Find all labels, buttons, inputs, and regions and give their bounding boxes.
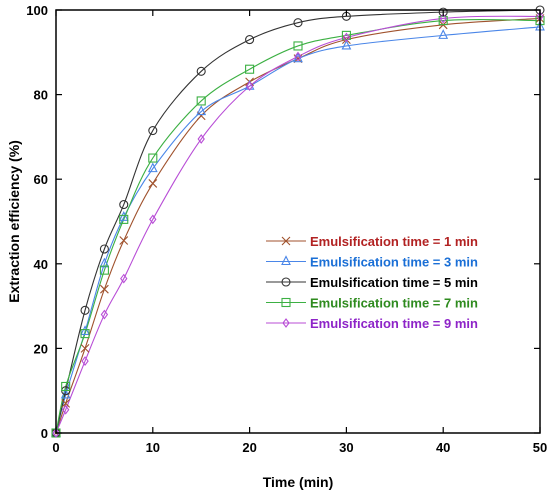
legend-marker	[281, 297, 291, 308]
data-point	[293, 18, 303, 28]
data-point	[196, 96, 206, 106]
plot-frame	[55, 9, 541, 434]
data-point	[80, 325, 90, 336]
data-point	[147, 162, 158, 173]
y-axis-label: Extraction efficiency (%)	[6, 140, 22, 303]
y-tick-label: 40	[34, 257, 48, 272]
legend-marker	[281, 255, 291, 266]
data-point	[52, 428, 60, 438]
data-point	[293, 41, 303, 51]
legend-marker	[281, 277, 291, 287]
data-point	[100, 309, 109, 320]
data-point	[119, 236, 129, 245]
legend-marker	[282, 318, 290, 328]
y-tick-label: 100	[26, 3, 48, 18]
data-point	[245, 81, 254, 92]
legend: Emulsification time = 1 min Emulsificatio…	[266, 234, 478, 331]
y-tick-label: 0	[41, 426, 48, 441]
data-point	[438, 16, 448, 26]
y-tick-label: 80	[34, 88, 48, 103]
data-point	[119, 200, 129, 210]
series-markers	[51, 5, 545, 438]
data-point	[99, 244, 109, 254]
data-point	[80, 344, 90, 353]
x-tick-label: 40	[436, 440, 450, 455]
legend-label: Emulsification time = 7 min	[310, 296, 478, 311]
y-tick-label: 60	[34, 172, 48, 187]
data-point	[61, 381, 71, 392]
legend-label: Emulsification time = 1 min	[310, 234, 478, 249]
data-point	[197, 134, 205, 144]
data-point	[342, 32, 351, 43]
data-point	[438, 29, 449, 39]
x-axis-ticks: 0 10 20 30 40 50	[52, 10, 547, 455]
y-tick-label: 20	[34, 341, 48, 356]
data-point	[100, 284, 109, 294]
data-point	[196, 66, 206, 76]
legend-item-4: Emulsification time = 7 min	[266, 296, 478, 311]
x-tick-label: 10	[146, 440, 160, 455]
x-axis-label: Time (min)	[263, 474, 334, 490]
legend-item-1: Emulsification time = 1 min	[266, 234, 478, 249]
data-point	[61, 404, 70, 415]
data-point	[99, 257, 110, 268]
legend-item-2: Emulsification time = 3 min	[266, 255, 478, 270]
legend-label: Emulsification time = 9 min	[310, 316, 478, 331]
series-line-3	[55, 9, 541, 434]
legend-marker	[281, 236, 291, 246]
data-point	[149, 214, 157, 225]
y-axis-ticks: 0 20 40 60 80 100	[26, 3, 540, 441]
legend-item-3: Emulsification time = 5 min	[266, 275, 478, 290]
x-tick-label: 0	[52, 440, 59, 455]
data-point	[120, 273, 128, 284]
data-point	[61, 399, 71, 408]
data-point	[81, 356, 89, 367]
data-point	[118, 211, 129, 221]
data-point	[196, 111, 206, 121]
data-point	[294, 51, 302, 62]
legend-label: Emulsification time = 5 min	[310, 275, 478, 290]
data-point	[99, 265, 109, 275]
data-point	[148, 126, 158, 136]
legend-item-5: Emulsification time = 9 min	[266, 316, 478, 331]
data-point	[80, 329, 90, 339]
data-point	[148, 179, 158, 188]
data-point	[196, 105, 207, 116]
data-point	[341, 30, 351, 40]
x-tick-label: 20	[242, 440, 256, 455]
data-point	[148, 153, 158, 163]
x-tick-label: 30	[339, 440, 353, 455]
data-point	[245, 64, 255, 74]
data-point	[341, 39, 352, 50]
data-point	[119, 214, 129, 224]
data-point	[245, 35, 255, 45]
data-point	[439, 13, 447, 24]
data-point	[80, 305, 90, 315]
legend-label: Emulsification time = 3 min	[310, 255, 478, 270]
series-line-5	[55, 15, 541, 434]
x-tick-label: 50	[533, 440, 547, 455]
